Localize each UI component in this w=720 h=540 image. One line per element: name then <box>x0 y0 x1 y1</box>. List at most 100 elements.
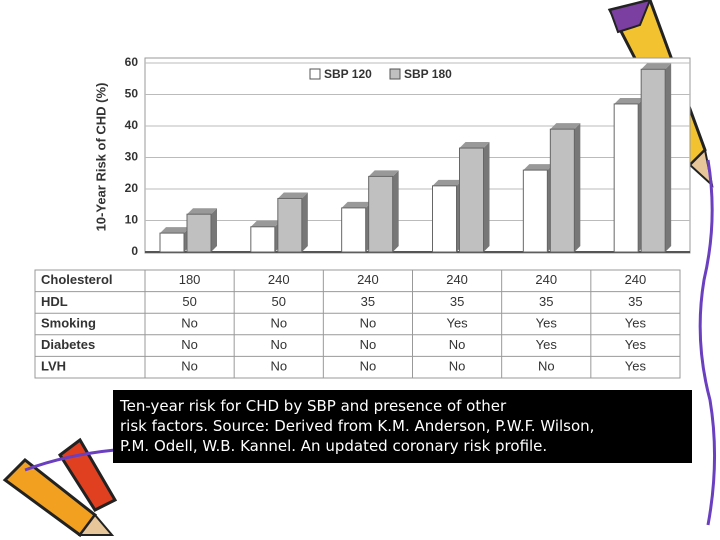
y-tick-label: 0 <box>131 244 138 258</box>
caption-line: risk factors. Source: Derived from K.M. … <box>120 417 594 435</box>
y-axis-label: 10-Year Risk of CHD (%) <box>93 83 108 232</box>
legend: SBP 120 SBP 180 <box>309 67 452 81</box>
table-cell: No <box>449 337 466 352</box>
bar <box>432 185 457 253</box>
bar-top <box>187 208 217 215</box>
table-cell: No <box>270 359 287 374</box>
y-tick-label: 20 <box>125 181 139 195</box>
bar-top <box>459 142 490 149</box>
bar <box>549 128 575 253</box>
bar <box>341 207 367 253</box>
squiggle <box>698 159 717 526</box>
y-tick-label: 50 <box>125 87 139 101</box>
bar-side <box>483 142 490 252</box>
table-cell: No <box>449 359 466 374</box>
table-cell: 35 <box>628 294 642 309</box>
row-header: Smoking <box>41 315 96 330</box>
table-cell: No <box>538 359 555 374</box>
pencil-bottom-left <box>2 437 118 538</box>
bar-top <box>160 227 190 234</box>
bar <box>277 197 303 253</box>
row-header: Cholesterol <box>41 272 113 287</box>
bar-side <box>392 170 399 252</box>
bar-top <box>341 201 372 208</box>
bar-top <box>432 179 463 186</box>
table-cell: Yes <box>536 337 558 352</box>
table-cell: No <box>360 337 377 352</box>
table-cell: 35 <box>361 294 375 309</box>
bar-group <box>549 123 581 253</box>
bar-group <box>459 142 490 253</box>
bar-group <box>159 227 190 253</box>
table-cell: 180 <box>179 272 201 287</box>
table-cell: No <box>270 315 287 330</box>
table-cell: Yes <box>446 315 468 330</box>
table-cell: Yes <box>625 359 647 374</box>
table-cell: No <box>360 315 377 330</box>
y-tick-label: 30 <box>125 150 139 164</box>
caption-box <box>113 390 692 463</box>
table-cell: No <box>181 337 198 352</box>
table-cell: 35 <box>450 294 464 309</box>
bar-side <box>301 192 308 252</box>
table-cell: Yes <box>625 337 647 352</box>
row-header: Diabetes <box>41 337 95 352</box>
bar-top <box>614 97 645 104</box>
row-header: HDL <box>41 294 68 309</box>
bar-top <box>277 192 308 199</box>
bar-group <box>613 97 645 253</box>
bar-group <box>640 63 672 253</box>
plot-background <box>144 57 691 254</box>
caption-line: Ten-year risk for CHD by SBP and presenc… <box>119 397 507 415</box>
table-cell: Yes <box>536 315 558 330</box>
table-cell: Yes <box>625 315 647 330</box>
bar-top <box>641 63 672 70</box>
bar-group <box>277 192 308 253</box>
table-cell: 240 <box>357 272 379 287</box>
bar-group <box>186 208 217 253</box>
y-tick-label: 10 <box>125 213 139 227</box>
table-cell: No <box>181 359 198 374</box>
bar <box>159 232 185 253</box>
table-cell: 240 <box>625 272 647 287</box>
bar-group <box>522 164 554 253</box>
table-cell: No <box>270 337 287 352</box>
row-header: LVH <box>41 359 66 374</box>
bar-side <box>665 63 672 252</box>
table-cell: No <box>360 359 377 374</box>
bar <box>640 68 666 253</box>
y-tick-label: 60 <box>125 55 139 69</box>
legend-swatch <box>309 68 321 80</box>
y-tick-label: 40 <box>125 118 139 132</box>
bar-group <box>250 220 281 253</box>
bar-group <box>432 179 463 253</box>
bar-group <box>368 170 399 253</box>
table-cell: 240 <box>268 272 290 287</box>
bar <box>250 226 276 253</box>
table-cell: 50 <box>272 294 286 309</box>
table-cell: 240 <box>446 272 468 287</box>
bar <box>613 103 639 253</box>
legend-swatch <box>389 68 401 80</box>
table-cell: No <box>181 315 198 330</box>
bar-side <box>211 208 217 252</box>
legend-label: SBP 180 <box>404 67 452 81</box>
caption-line: P.M. Odell, W.B. Kannel. An updated coro… <box>120 437 547 455</box>
bar <box>459 147 484 253</box>
table-cell: 35 <box>539 294 553 309</box>
bar-group <box>341 201 372 253</box>
bar-top <box>250 220 281 227</box>
legend-label: SBP 120 <box>324 67 372 81</box>
bar-top <box>523 164 554 171</box>
bar-top <box>550 123 581 130</box>
table-frame <box>34 269 681 379</box>
squiggle-left <box>24 448 116 472</box>
bar <box>368 175 394 253</box>
table-cell: 50 <box>182 294 196 309</box>
bar-top <box>368 170 399 177</box>
bar <box>522 169 548 253</box>
bar <box>186 213 212 253</box>
bar-side <box>574 123 581 253</box>
table-cell: 240 <box>535 272 557 287</box>
